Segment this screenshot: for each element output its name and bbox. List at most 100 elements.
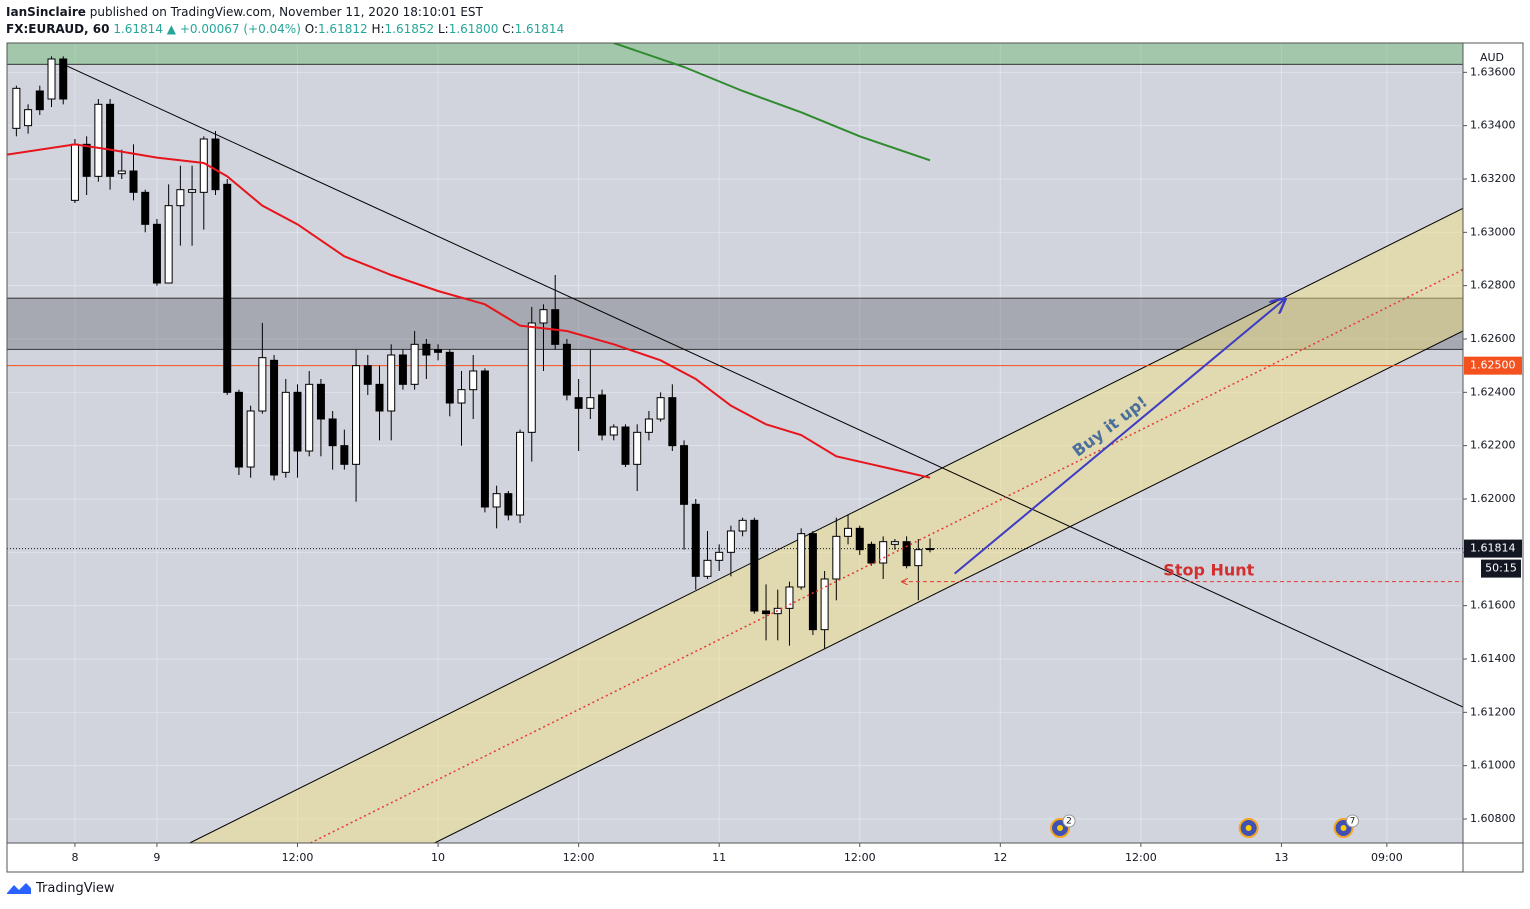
x-tick-label: 13 — [1274, 851, 1288, 864]
candle-body — [94, 103, 103, 177]
candle-body — [703, 559, 712, 577]
symbol: FX:EURAUD, 60 — [6, 22, 110, 36]
candle-body — [855, 527, 864, 551]
candle-body — [820, 578, 829, 631]
candle-body — [902, 541, 911, 567]
x-tick-label: 8 — [71, 851, 78, 864]
published: published on TradingView.com, November 1… — [89, 5, 483, 19]
header: IanSinclaire published on TradingView.co… — [6, 4, 564, 38]
candle-body — [410, 343, 419, 385]
candle-body — [574, 397, 583, 409]
candle-body — [129, 170, 138, 193]
candle-body — [808, 533, 817, 631]
x-tick-label: 11 — [712, 851, 726, 864]
event-count: 7 — [1350, 817, 1356, 827]
candle-body — [35, 90, 44, 111]
close: 1.61814 — [514, 22, 565, 36]
price-label: 1.61814 — [1470, 542, 1516, 555]
channel-line — [434, 330, 1463, 843]
author: IanSinclaire — [6, 5, 86, 19]
price-label: 1.62500 — [1470, 359, 1516, 372]
candle-body — [152, 223, 161, 284]
candle-body — [141, 191, 150, 225]
arrow: ▲ — [166, 22, 177, 36]
y-tick-label: 1.61600 — [1470, 599, 1516, 612]
x-tick-label: 10 — [431, 851, 445, 864]
c-label: C: — [502, 22, 515, 36]
countdown: 50:15 — [1485, 562, 1517, 575]
y-tick-label: 1.62400 — [1470, 385, 1516, 398]
candle-body — [281, 391, 290, 473]
candle-body — [609, 426, 618, 436]
frame — [6, 42, 1524, 873]
candle-body — [516, 431, 525, 516]
y-tick-label: 1.63200 — [1470, 172, 1516, 185]
candle-body — [199, 138, 208, 193]
h-label: H: — [371, 22, 385, 36]
candle-body — [363, 365, 372, 385]
candle-body — [375, 383, 384, 412]
candle-body — [211, 138, 220, 191]
x-tick-label: 12 — [993, 851, 1007, 864]
y-tick-label: 1.62800 — [1470, 279, 1516, 292]
event-icon-dot — [1057, 825, 1064, 831]
moving-average — [7, 143, 931, 479]
countdown-box — [1481, 559, 1521, 578]
candle-body — [59, 58, 68, 100]
y-tick-label: 1.61200 — [1470, 705, 1516, 718]
candle-body — [469, 370, 478, 391]
zone — [7, 43, 1463, 65]
zone — [7, 297, 1463, 350]
candle-body — [340, 445, 349, 465]
candle-body — [246, 410, 255, 468]
last: 1.61814 — [113, 22, 163, 36]
candle-body — [890, 541, 899, 545]
candle-body — [551, 309, 560, 345]
y-tick-label: 1.62000 — [1470, 492, 1516, 505]
candle-body — [352, 365, 361, 465]
candle-body — [328, 418, 337, 447]
candle-body — [715, 551, 724, 561]
candle-body — [797, 533, 806, 588]
event-count: 2 — [1066, 817, 1072, 827]
candle-body — [492, 493, 501, 508]
candle-body — [644, 418, 653, 433]
candle-body — [844, 527, 853, 537]
candle-body — [762, 610, 771, 615]
drawing-line — [63, 63, 1463, 708]
o-label: O: — [304, 22, 318, 36]
drawing-line — [953, 299, 1285, 575]
candle-body — [656, 397, 665, 420]
candle-body — [738, 519, 747, 532]
candle-body — [598, 394, 607, 436]
candle-body — [258, 357, 267, 412]
candle-body — [316, 383, 325, 420]
axes: 1.60800 1.61000 1.61200 1.61400 1.61600 1.618… — [71, 65, 1515, 864]
candle-body — [398, 354, 407, 385]
x-tick-label: 12:00 — [844, 851, 876, 864]
chart: Buy it up!Stop Hunt 1.60800 1.61000 1.6120… — [6, 42, 1524, 873]
x-tick-label: 12:00 — [563, 851, 595, 864]
candle-body — [480, 370, 489, 508]
candle-body — [70, 143, 79, 201]
logo-shape — [7, 883, 31, 894]
candle-body — [621, 426, 630, 465]
y-tick-label: 1.60800 — [1470, 812, 1516, 825]
plot-background — [7, 43, 1463, 843]
candle-body — [867, 543, 876, 564]
axis-unit: AUD — [1480, 51, 1504, 64]
candle-body — [539, 309, 548, 324]
candle-body — [24, 109, 33, 127]
candle-body — [422, 343, 431, 356]
candle-body — [832, 535, 841, 580]
candle-body — [680, 445, 689, 505]
y-tick-label: 1.63600 — [1470, 65, 1516, 78]
candle-body — [562, 343, 571, 396]
x-tick-label: 09:00 — [1371, 851, 1403, 864]
footer: TradingView — [6, 880, 115, 896]
event-badge — [1346, 814, 1360, 828]
y-tick-label: 1.63000 — [1470, 225, 1516, 238]
price-label-box — [1464, 356, 1522, 375]
candle-body — [293, 391, 302, 452]
